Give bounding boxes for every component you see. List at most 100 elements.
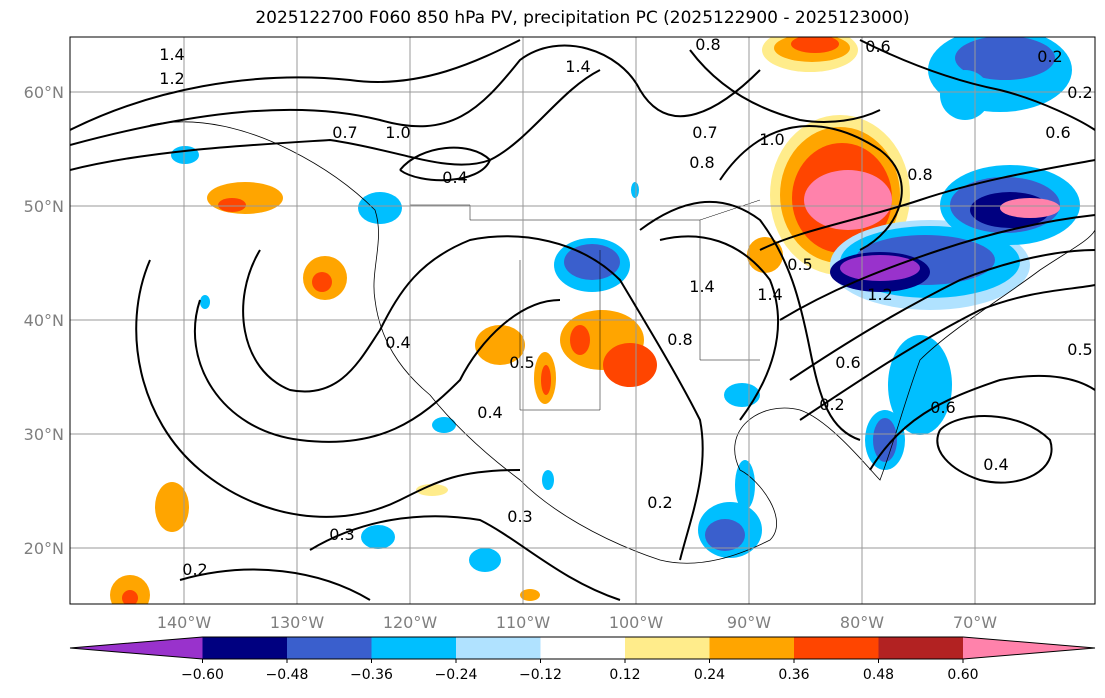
lat-tick-label: 20°N xyxy=(24,539,64,558)
precip-blob xyxy=(724,383,760,407)
precip-blob xyxy=(1000,198,1060,218)
precip-blob xyxy=(541,365,551,395)
precip-blob xyxy=(888,335,952,435)
colorbar-segment xyxy=(287,637,372,659)
colorbar-tick-label: 0.24 xyxy=(694,667,725,683)
precip-blob xyxy=(218,198,246,212)
colorbar-extend-high xyxy=(963,637,1095,659)
pv-contour-line xyxy=(179,568,371,601)
pv-contour-line xyxy=(936,415,1053,484)
axis-ticks: 140°W 130°W 120°W 110°W 100°W 90°W 80°W 70°W 60°… xyxy=(24,83,998,632)
map-frame xyxy=(69,36,1096,605)
coastline xyxy=(149,121,1095,564)
contour-label: 0.2 xyxy=(1037,47,1062,66)
lon-tick-label: 130°W xyxy=(270,613,325,632)
contour-label: 1.4 xyxy=(757,285,782,304)
contour-label: 0.8 xyxy=(689,153,714,172)
pv-contours: 1.4 1.2 1.4 0.7 1.0 0.4 0.8 0.6 0.2 0.7 0.8 1.0 1.4 0… xyxy=(70,35,1095,601)
pv-contour-line xyxy=(859,39,1095,131)
pv-contour-line xyxy=(135,259,521,518)
contour-label: 0.8 xyxy=(695,35,720,54)
pv-contour-line xyxy=(779,214,1095,321)
contour-label: 0.5 xyxy=(509,353,534,372)
precipitation-shading xyxy=(110,37,1080,604)
contour-label: 0.2 xyxy=(647,493,672,512)
contour-label: 0.5 xyxy=(1067,340,1092,359)
contour-label: 0.2 xyxy=(1067,83,1092,102)
colorbar-tick-label: −0.48 xyxy=(266,667,309,683)
colorbar-tick-label: 0.12 xyxy=(609,667,640,683)
contour-label: 0.4 xyxy=(477,403,502,422)
contour-label: 1.4 xyxy=(159,45,184,64)
precip-blob xyxy=(735,460,755,510)
colorbar-tick-label: −0.60 xyxy=(181,667,224,683)
contour-label: 0.6 xyxy=(835,353,860,372)
contour-label: 1.0 xyxy=(759,130,784,149)
pv-contour-line xyxy=(639,200,861,441)
contour-label: 0.3 xyxy=(507,507,532,526)
pv-contour-line xyxy=(759,159,1095,251)
contour-label: 1.2 xyxy=(867,285,892,304)
precip-blob xyxy=(542,470,554,490)
contour-label: 1.4 xyxy=(689,277,714,296)
precip-blob xyxy=(432,417,456,433)
precip-blob xyxy=(705,519,745,551)
contour-label: 0.8 xyxy=(667,330,692,349)
precip-blob xyxy=(631,182,639,198)
lat-tick-label: 30°N xyxy=(24,425,64,444)
colorbar-segment xyxy=(202,637,288,659)
precip-blob xyxy=(358,192,402,224)
pv-contour-line xyxy=(799,284,1095,421)
colorbar-segment xyxy=(540,637,626,659)
pv-contour-line xyxy=(719,125,903,251)
contour-label: 1.4 xyxy=(565,57,590,76)
contour-label: 1.0 xyxy=(385,123,410,142)
contour-label: 1.2 xyxy=(159,69,184,88)
borders xyxy=(409,92,761,411)
contour-label: 0.6 xyxy=(930,398,955,417)
lat-tick-label: 40°N xyxy=(24,311,64,330)
contour-label: 0.6 xyxy=(1045,123,1070,142)
colorbar-tick-label: −0.36 xyxy=(350,667,393,683)
precip-blob xyxy=(475,325,525,365)
precip-blob xyxy=(520,589,540,601)
lon-tick-label: 140°W xyxy=(157,613,212,632)
precip-blob xyxy=(312,272,332,292)
precip-blob xyxy=(171,146,199,164)
precip-blob xyxy=(200,295,210,309)
colorbar-tick-label: −0.12 xyxy=(519,667,562,683)
contour-label: 0.2 xyxy=(182,560,207,579)
pv-contour-line xyxy=(70,69,601,171)
lon-tick-label: 80°W xyxy=(840,613,884,632)
precip-blob xyxy=(207,182,283,214)
lat-tick-label: 60°N xyxy=(24,83,64,102)
chart-title: 2025122700 F060 850 hPa PV, precipitatio… xyxy=(255,8,910,28)
colorbar: −0.60 −0.48 −0.36 −0.24 −0.12 0.12 0.24 0.36 0.4… xyxy=(69,636,1096,683)
pv-contour-line xyxy=(309,515,621,601)
contour-label: 0.5 xyxy=(787,255,812,274)
pv-contour-line xyxy=(70,39,521,131)
contour-label: 0.4 xyxy=(385,333,410,352)
lon-tick-label: 70°W xyxy=(953,613,997,632)
lon-tick-label: 120°W xyxy=(383,613,438,632)
precip-blob xyxy=(361,525,395,549)
lon-tick-label: 90°W xyxy=(727,613,771,632)
precip-blob xyxy=(940,70,990,120)
precip-blob xyxy=(416,484,448,496)
contour-label: 0.2 xyxy=(819,395,844,414)
colorbar-segment xyxy=(625,637,710,659)
colorbar-extend-low xyxy=(70,637,203,659)
contour-label: 0.8 xyxy=(907,165,932,184)
colorbar-segment xyxy=(709,637,795,659)
contour-label: 0.3 xyxy=(329,525,354,544)
colorbar-tick-label: 0.60 xyxy=(947,667,978,683)
contour-label: 0.6 xyxy=(865,37,890,56)
precip-blob xyxy=(873,418,897,462)
precip-blob xyxy=(791,37,839,53)
colorbar-segment xyxy=(456,637,541,659)
lon-tick-label: 110°W xyxy=(496,613,551,632)
pv-contour-line xyxy=(659,235,779,421)
pv-contour-line xyxy=(70,44,761,146)
colorbar-segment xyxy=(878,637,964,659)
